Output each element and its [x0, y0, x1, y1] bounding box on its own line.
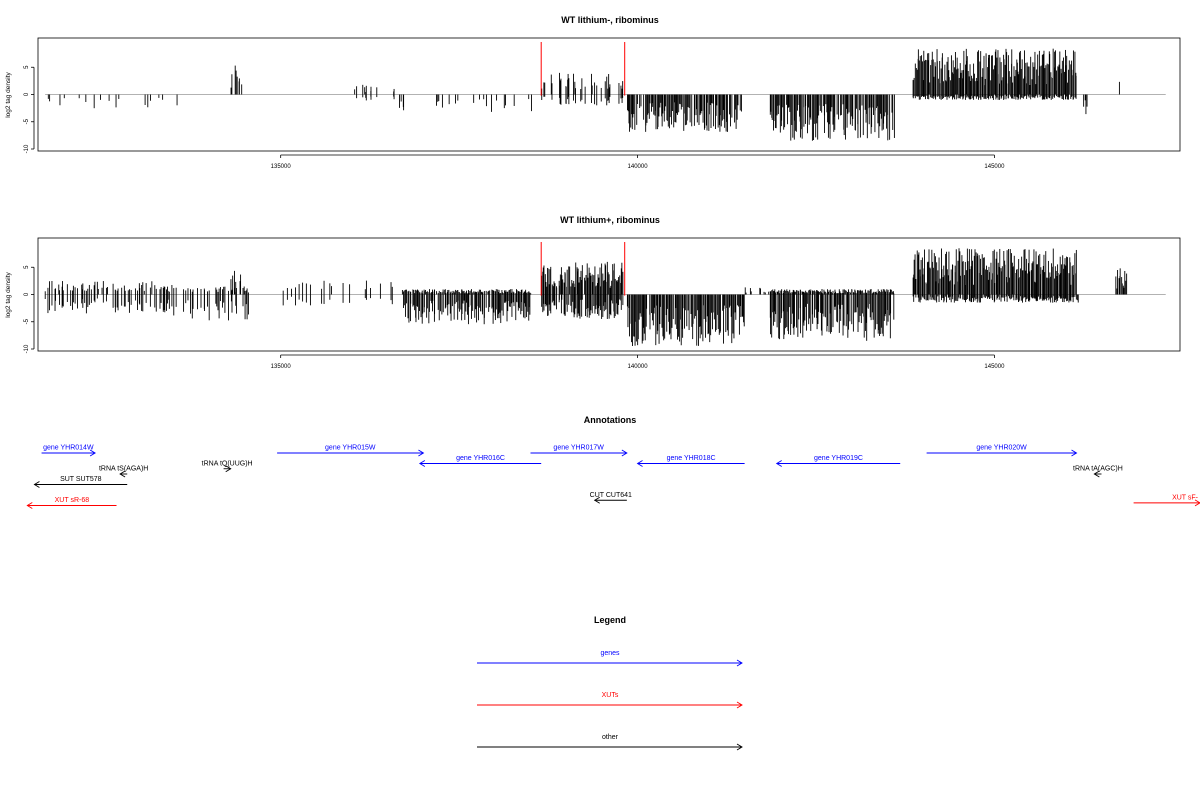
legend-title: Legend	[594, 615, 626, 625]
feature-arrow	[277, 449, 425, 457]
feature-arrow	[33, 481, 128, 488]
feature-arrows: gene YHR014W gene YHR015W gene YHR016C gene…	[26, 445, 1200, 509]
feature-label: gene YHR020W	[976, 445, 1027, 452]
annotations-title: Annotations	[584, 415, 637, 425]
feature-arrow	[530, 449, 628, 457]
y-axis-label: log2 tag density	[5, 71, 12, 117]
signal-bars	[44, 248, 1166, 347]
feature-label: gene YHR015W	[325, 445, 376, 452]
feature-arrow	[119, 470, 128, 478]
y-tick-label: 0	[24, 292, 30, 296]
feature-label: gene YHR014W	[43, 445, 94, 452]
feature-label: gene YHR017W	[553, 445, 604, 452]
track-panel-lithium-minus: WT lithium-, ribominus log2 tag density …	[5, 15, 1181, 170]
legend-arrow	[477, 743, 743, 751]
feature-label: tRNA tQ(UUG)H	[202, 460, 253, 467]
y-tick-label: -5	[24, 118, 30, 124]
feature-label: tRNA tS(AGA)H	[99, 466, 148, 473]
y-tick-label: -10	[24, 344, 30, 353]
y-axis: -10 -5 0 5	[24, 265, 35, 353]
y-axis-label: log2 tag density	[5, 271, 12, 317]
panel-title: WT lithium+, ribominus	[560, 215, 660, 225]
annotations-panel: Annotations gene YHR014W gene YHR015Wgene…	[26, 415, 1200, 509]
feature-arrow	[593, 496, 627, 504]
y-axis: -10 -5 0 5	[24, 65, 35, 153]
feature-arrow	[926, 449, 1078, 457]
feature-label: gene YHR018C	[667, 455, 716, 462]
feature-arrow	[418, 460, 542, 467]
plot-frame	[37, 237, 1181, 352]
marker-lines	[540, 42, 626, 96]
feature-label: gene YHR016C	[456, 455, 505, 462]
feature-arrow	[1133, 499, 1200, 507]
x-tick-label: 145000	[984, 164, 1005, 170]
feature-label: SUT SUT578	[60, 476, 102, 483]
legend-items: genes XUTs other	[477, 650, 743, 751]
legend-label: other	[602, 734, 619, 741]
x-tick-label: 145000	[984, 364, 1005, 370]
y-tick-label: 0	[24, 92, 30, 96]
feature-arrow	[636, 460, 745, 467]
feature-arrow	[41, 449, 96, 457]
feature-arrow	[775, 460, 901, 467]
feature-arrow	[26, 502, 117, 509]
feature-label: XUT sF-	[1172, 494, 1199, 501]
y-tick-label: -5	[24, 318, 30, 324]
legend-arrow	[477, 701, 743, 709]
x-tick-label: 135000	[271, 364, 292, 370]
signal-bars	[45, 48, 1166, 141]
x-tick-label: 140000	[628, 164, 649, 170]
track-panel-lithium-plus: WT lithium+, ribominus log2 tag density …	[5, 215, 1181, 370]
feature-label: gene YHR019C	[814, 455, 863, 462]
marker-lines	[540, 242, 626, 296]
y-tick-label: 5	[24, 65, 30, 69]
feature-arrow	[1093, 470, 1102, 478]
legend-arrow	[477, 659, 743, 667]
x-tick-label: 140000	[628, 364, 649, 370]
x-tick-label: 135000	[271, 164, 292, 170]
x-axis: 135000 140000 145000	[271, 354, 1005, 370]
x-axis: 135000 140000 145000	[271, 154, 1005, 170]
feature-label: XUT sR-68	[55, 497, 90, 504]
y-tick-label: 5	[24, 265, 30, 269]
legend-label: XUTs	[602, 692, 619, 699]
y-tick-label: -10	[24, 144, 30, 153]
legend-label: genes	[600, 650, 620, 657]
panel-title: WT lithium-, ribominus	[561, 15, 659, 25]
legend: Legend genes XUTs other	[477, 615, 743, 751]
feature-arrow	[223, 465, 232, 473]
feature-label: tRNA tA(AGC)H	[1073, 466, 1123, 473]
feature-label: CUT CUT641	[590, 492, 632, 499]
plot-frame	[37, 37, 1181, 152]
